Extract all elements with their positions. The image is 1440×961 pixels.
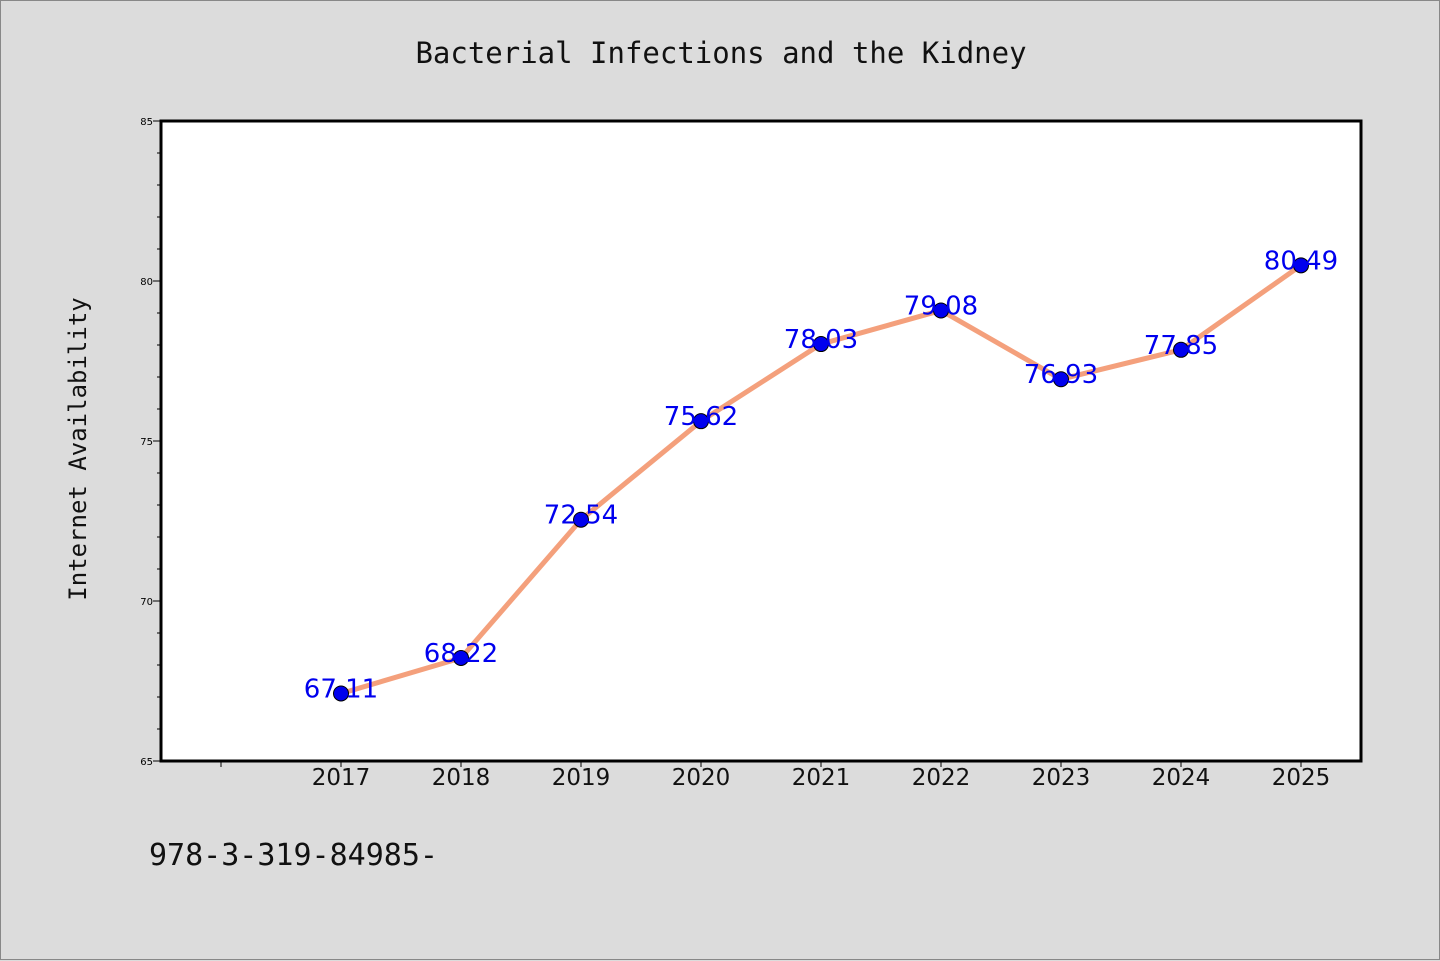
- data-label: 67.11: [304, 674, 378, 704]
- data-label: 75.62: [664, 402, 738, 432]
- data-label: 79.08: [904, 291, 978, 321]
- data-point: [453, 649, 469, 666]
- data-label: 68.22: [424, 639, 498, 669]
- y-tick-label: 70: [140, 597, 153, 608]
- x-tick-label: 2024: [1152, 765, 1211, 791]
- plot-area: [161, 121, 1361, 761]
- chart-title: Bacterial Infections and the Kidney: [415, 36, 1026, 70]
- data-point: [573, 511, 589, 528]
- x-tick-label: 2022: [912, 765, 971, 791]
- x-tick-label: 2017: [312, 765, 371, 791]
- data-label: 76.93: [1024, 360, 1098, 390]
- data-point: [933, 302, 949, 319]
- plot-frame: [159, 119, 1363, 763]
- x-tick-label: 2018: [432, 765, 491, 791]
- data-point: [693, 413, 709, 430]
- data-label: 72.54: [544, 501, 618, 531]
- series-markers: [333, 257, 1309, 702]
- data-point: [813, 336, 829, 353]
- x-tick-label: 2023: [1032, 765, 1091, 791]
- data-point: [333, 685, 349, 702]
- data-labels: 67.11 68.22 72.54 75.62 78.03 79.08 76.93 77.85…: [304, 246, 1338, 704]
- y-axis-tick-labels: 65 70 75 80 85: [140, 117, 153, 768]
- y-axis-label: Internet Availability: [64, 297, 92, 600]
- data-point: [1173, 341, 1189, 358]
- x-axis-tick-labels: 2017 2018 2019 2020 2021 2022 2023 2024 2025: [312, 765, 1331, 791]
- x-tick-label: 2019: [552, 765, 611, 791]
- x-tick-label: 2020: [672, 765, 731, 791]
- y-tick-label: 65: [140, 757, 153, 768]
- x-tick-label: 2021: [792, 765, 851, 791]
- data-label: 77.85: [1144, 331, 1218, 361]
- y-tick-label: 75: [140, 437, 153, 448]
- data-label: 78.03: [784, 325, 858, 355]
- y-tick-label: 80: [140, 277, 153, 288]
- y-tick-label: 85: [140, 117, 153, 128]
- x-tick-label: 2025: [1272, 765, 1331, 791]
- data-label: 80.49: [1264, 246, 1338, 276]
- data-point: [1293, 257, 1309, 274]
- data-point: [1053, 371, 1069, 388]
- footer-text: 978-3-319-84985-: [149, 838, 438, 873]
